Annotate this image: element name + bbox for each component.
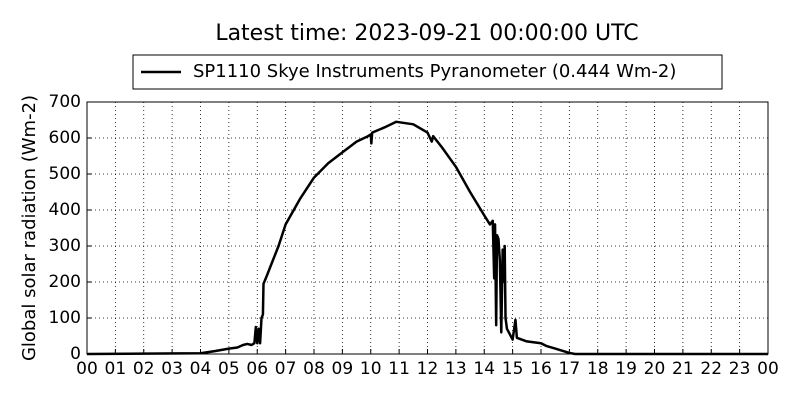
x-tick-label: 10 (360, 359, 382, 379)
x-tick-label: 12 (417, 359, 439, 379)
x-tick-label: 03 (161, 359, 183, 379)
y-tick-label: 400 (49, 200, 81, 220)
legend-box (132, 54, 723, 90)
plot-frame (86, 101, 769, 355)
x-tick-label: 17 (559, 359, 581, 379)
x-tick-label: 09 (332, 359, 354, 379)
x-tick-label: 11 (388, 359, 410, 379)
chart-title: Latest time: 2023-09-21 00:00:00 UTC (215, 21, 638, 46)
x-tick-label: 07 (275, 359, 297, 379)
y-axis-label: Global solar radiation (Wm-2) (19, 95, 40, 361)
legend-label: SP1110 Skye Instruments Pyranometer (0.4… (193, 61, 676, 82)
y-tick-label: 300 (49, 236, 81, 256)
x-tick-label: 22 (700, 359, 722, 379)
x-tick-label: 01 (105, 359, 127, 379)
x-tick-label: 23 (729, 359, 751, 379)
y-tick-label: 600 (49, 128, 81, 148)
x-tick-label: 08 (303, 359, 325, 379)
y-tick-label: 700 (49, 92, 81, 112)
x-tick-label: 06 (246, 359, 268, 379)
x-tick-label: 19 (615, 359, 637, 379)
x-tick-label: 02 (133, 359, 155, 379)
x-tick-label: 18 (587, 359, 609, 379)
x-tick-label: 20 (644, 359, 666, 379)
data-line (86, 120, 768, 356)
x-tick-label: 16 (530, 359, 552, 379)
x-tick-label: 21 (672, 359, 694, 379)
y-tick-label: 500 (49, 164, 81, 184)
x-tick-label: 15 (502, 359, 524, 379)
x-tick-label: 05 (218, 359, 240, 379)
x-tick-label: 13 (445, 359, 467, 379)
x-tick-label: 00 (76, 359, 98, 379)
y-tick-label: 200 (49, 272, 81, 292)
y-tick-label: 100 (49, 308, 81, 328)
x-tick-label: 00 (757, 359, 779, 379)
x-tick-label: 14 (473, 359, 495, 379)
y-tick-label: 0 (70, 344, 81, 364)
x-tick-label: 04 (190, 359, 212, 379)
